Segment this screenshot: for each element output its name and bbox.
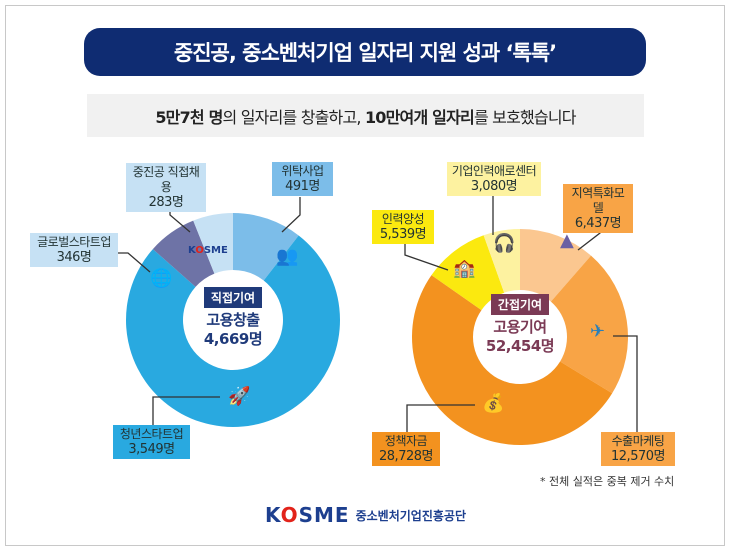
center-title: 고용창출 bbox=[206, 311, 260, 329]
donut-slice-4 bbox=[483, 229, 520, 293]
label-name: 지역특화모델 bbox=[571, 186, 625, 215]
label-value: 346명 bbox=[56, 250, 92, 265]
label-hr-center: 기업인력애로센터 3,080명 bbox=[447, 162, 541, 196]
leader-line-global bbox=[118, 252, 151, 273]
label-name: 청년스타트업 bbox=[119, 427, 184, 441]
label-name: 수출마케팅 bbox=[611, 434, 665, 448]
label-name: 중진공 직접채용 bbox=[132, 165, 200, 194]
indirect-center: 간접기여 고용기여 52,454명 bbox=[465, 294, 575, 356]
airplane-icon: ✈ bbox=[590, 321, 606, 342]
label-value: 491명 bbox=[285, 179, 320, 194]
donut-slice-1 bbox=[550, 255, 628, 394]
label-global: 글로벌스타트업 346명 bbox=[30, 233, 118, 267]
donut-slice-2 bbox=[411, 275, 613, 446]
label-value: 12,570명 bbox=[611, 449, 665, 464]
headset-icon: 🎧 bbox=[493, 233, 516, 254]
label-export: 수출마케팅 12,570명 bbox=[601, 432, 675, 466]
people-icon: 👥 bbox=[276, 246, 299, 267]
org-name: 중소벤처기업진흥공단 bbox=[355, 508, 466, 523]
subtitle-text-2: 를 보호했습니다 bbox=[473, 107, 577, 127]
label-name: 정책자금 bbox=[384, 434, 428, 448]
center-value: 52,454명 bbox=[485, 337, 555, 355]
label-consign: 위탁사업 491명 bbox=[272, 162, 333, 196]
page-title: 중진공, 중소벤처기업 일자리 지원 성과 ‘톡톡’ bbox=[84, 28, 646, 76]
direct-center: 직접기여 고용창출 4,669명 bbox=[183, 287, 283, 349]
leader-line-policy bbox=[406, 404, 475, 432]
kosme-logo: KOSME bbox=[265, 503, 350, 527]
center-title: 고용기여 bbox=[493, 318, 547, 336]
indirect-donut bbox=[411, 229, 628, 446]
center-tag: 직접기여 bbox=[203, 287, 263, 308]
label-value: 5,539명 bbox=[379, 227, 427, 242]
donut-slice-0 bbox=[520, 229, 592, 302]
globe-icon: 🌐 bbox=[150, 268, 173, 289]
leader-line-training bbox=[404, 243, 449, 271]
leader-line-youth bbox=[152, 396, 220, 425]
label-name: 글로벌스타트업 bbox=[37, 235, 111, 249]
label-value: 6,437명 bbox=[574, 216, 622, 231]
kosme-logo: KOSME bbox=[188, 245, 228, 256]
direct-donut bbox=[126, 213, 340, 427]
center-value: 4,669명 bbox=[203, 330, 263, 348]
label-value: 283명 bbox=[148, 195, 184, 210]
frame bbox=[5, 5, 725, 546]
label-region: 지역특화모델 6,437명 bbox=[563, 184, 633, 233]
footer-logo: KOSME 중소벤처기업진흥공단 bbox=[265, 503, 466, 527]
korea-map-icon: ▲ bbox=[560, 230, 574, 251]
donut-slice-0 bbox=[233, 213, 299, 281]
school-icon: 🏫 bbox=[453, 258, 476, 279]
subtitle-bold-2: 10만여개 일자리 bbox=[364, 107, 475, 127]
label-value: 3,549명 bbox=[128, 442, 175, 457]
label-value: 28,728명 bbox=[379, 449, 433, 464]
footnote: * 전체 실적은 중복 제거 수치 bbox=[540, 475, 675, 488]
label-policy-fund: 정책자금 28,728명 bbox=[372, 432, 440, 466]
subtitle-text-1: 의 일자리를 창출하고, bbox=[222, 107, 365, 127]
leader-lines bbox=[118, 193, 638, 432]
label-value: 3,080명 bbox=[470, 179, 518, 194]
leader-line-consign bbox=[281, 197, 301, 233]
donut-slice-3 bbox=[431, 235, 505, 311]
donut-slice-2 bbox=[152, 220, 215, 287]
leader-line-export bbox=[613, 335, 638, 432]
label-name: 인력양성 bbox=[381, 212, 425, 226]
donut-slice-1 bbox=[126, 235, 340, 427]
center-tag: 간접기여 bbox=[490, 294, 550, 315]
label-youth: 청년스타트업 3,549명 bbox=[113, 425, 190, 459]
subtitle-bold-1: 5만7천 명 bbox=[155, 107, 223, 127]
label-training: 인력양성 5,539명 bbox=[372, 210, 434, 244]
label-name: 위탁사업 bbox=[281, 164, 324, 178]
label-name: 기업인력애로센터 bbox=[451, 164, 537, 178]
money-bag-icon: 💰 bbox=[482, 393, 505, 414]
donut-slice-3 bbox=[193, 213, 233, 274]
label-kosme-hire: 중진공 직접채용 283명 bbox=[126, 163, 206, 212]
rocket-icon: 🚀 bbox=[228, 386, 251, 407]
